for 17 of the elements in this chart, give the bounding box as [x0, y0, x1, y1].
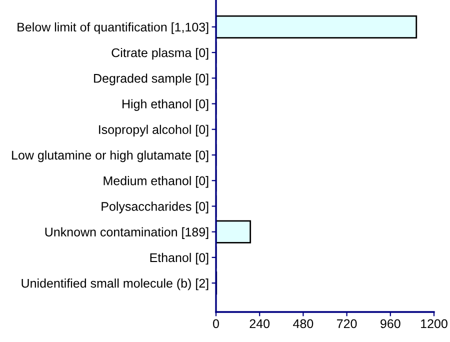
y-tick-label: Isopropyl alcohol [0] [99, 124, 208, 136]
y-tick-label: Below limit of quantification [1,103] [18, 22, 208, 34]
x-tick-label: 480 [293, 319, 314, 328]
y-tick-label: Degraded sample [0] [94, 74, 208, 86]
x-tick-label: 720 [337, 319, 357, 328]
y-tick-label: Medium ethanol [0] [104, 176, 208, 188]
x-tick-label: 960 [380, 319, 400, 328]
y-tick-label: Ethanol [0] [150, 252, 208, 265]
x-tick-label: 240 [250, 319, 270, 328]
y-tick-label: Low glutamine or high glutamate [0] [12, 150, 208, 162]
y-tick-label: Unknown contamination [189] [45, 227, 208, 239]
x-tick-label: 0 [213, 319, 219, 328]
y-tick-label: High ethanol [0] [122, 99, 208, 111]
y-tick-label: Polysaccharides [0] [102, 202, 208, 214]
y-tick-label: Citrate plasma [0] [112, 48, 208, 60]
x-tick-label: 1200 [421, 319, 448, 328]
y-tick-label: Unidentified small molecule (b) [2] [22, 278, 208, 290]
